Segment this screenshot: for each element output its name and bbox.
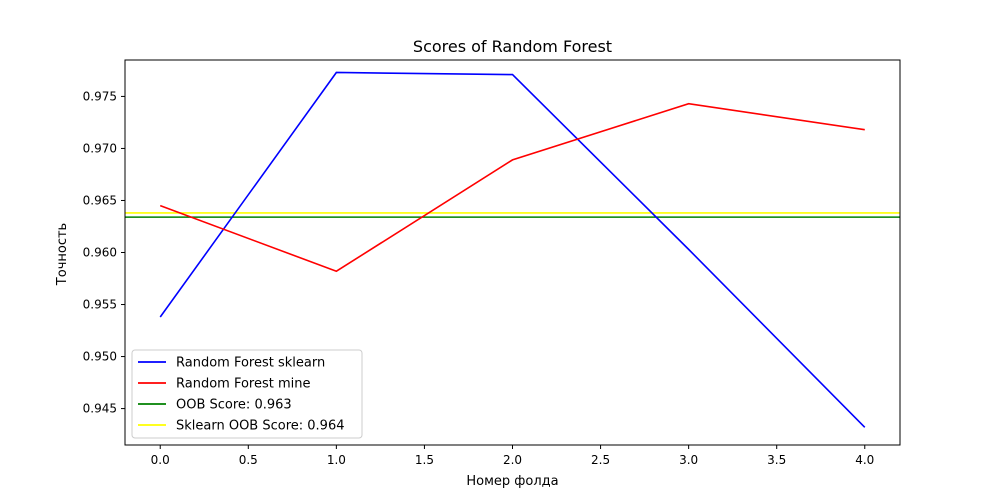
x-tick-label: 2.5 bbox=[591, 453, 610, 467]
y-tick-label: 0.950 bbox=[83, 350, 117, 364]
legend-label: OOB Score: 0.963 bbox=[176, 398, 292, 413]
x-tick-label: 4.0 bbox=[855, 453, 874, 467]
y-tick-label: 0.965 bbox=[83, 193, 117, 207]
y-tick-label: 0.955 bbox=[83, 298, 117, 312]
series-layer bbox=[159, 71, 866, 428]
y-tick-label: 0.975 bbox=[83, 89, 117, 103]
x-tick-label: 0.0 bbox=[151, 453, 170, 467]
y-axis: 0.945 0.950 0.955 0.960 0.965 0.970 0.975 bbox=[83, 89, 125, 416]
x-tick-label: 3.0 bbox=[679, 453, 698, 467]
x-tick-label: 3.5 bbox=[767, 453, 786, 467]
x-axis-label: Номер фолда bbox=[466, 474, 558, 489]
legend-label: Sklearn OOB Score: 0.964 bbox=[176, 419, 345, 434]
x-tick-label: 1.0 bbox=[327, 453, 346, 467]
plot-frame bbox=[124, 59, 901, 446]
legend-box bbox=[131, 349, 363, 439]
hlines-layer bbox=[125, 212, 900, 218]
y-axis-label: Точность bbox=[55, 223, 70, 286]
legend-label: Random Forest sklearn bbox=[176, 356, 325, 371]
x-tick-label: 0.5 bbox=[239, 453, 258, 467]
x-tick-label: 1.5 bbox=[415, 453, 434, 467]
x-tick-label: 2.0 bbox=[503, 453, 522, 467]
y-tick-label: 0.960 bbox=[83, 246, 117, 260]
chart-title: Scores of Random Forest bbox=[413, 37, 612, 56]
legend-label: Random Forest mine bbox=[176, 377, 311, 392]
series-line-1 bbox=[159, 102, 865, 273]
legend: Random Forest sklearn Random Forest mine O… bbox=[131, 349, 363, 439]
y-tick-label: 0.970 bbox=[83, 141, 117, 155]
x-axis: 0.0 0.5 1.0 1.5 2.0 2.5 3.0 3.5 4.0 bbox=[151, 445, 874, 467]
y-tick-label: 0.945 bbox=[83, 402, 117, 416]
